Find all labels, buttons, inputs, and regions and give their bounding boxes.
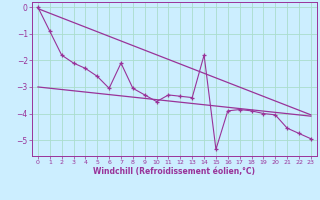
X-axis label: Windchill (Refroidissement éolien,°C): Windchill (Refroidissement éolien,°C): [93, 167, 255, 176]
